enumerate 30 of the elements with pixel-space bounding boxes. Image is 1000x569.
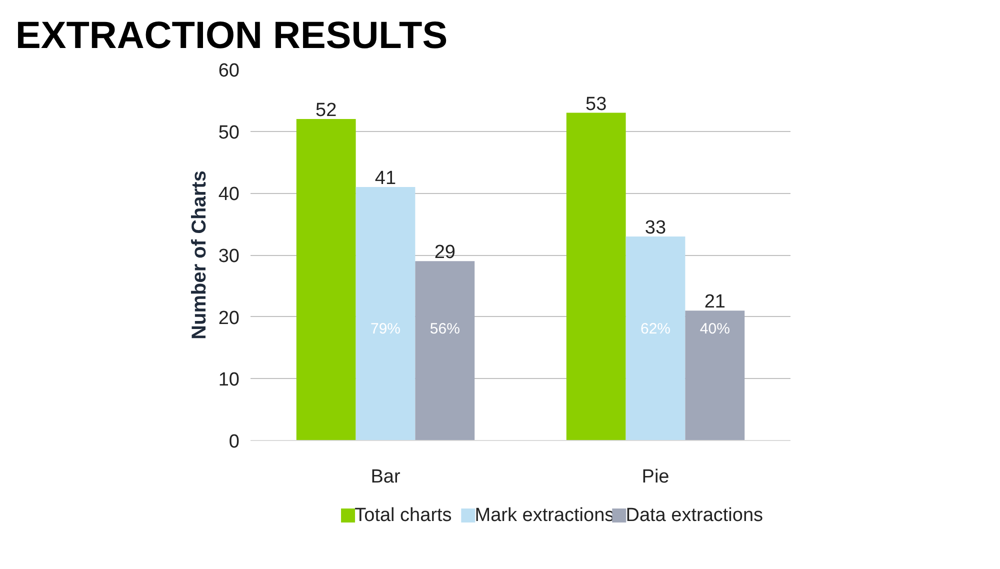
bar bbox=[356, 186, 416, 440]
y-tick-label: 10 bbox=[218, 370, 240, 391]
data-label: 29 bbox=[434, 242, 456, 264]
y-tick-label: 30 bbox=[218, 246, 240, 267]
data-label: 41 bbox=[374, 168, 396, 189]
data-label: 53 bbox=[586, 94, 607, 115]
y-tick-label: 20 bbox=[218, 308, 240, 329]
annotation: 40% bbox=[700, 320, 730, 338]
data-label: 52 bbox=[316, 100, 337, 121]
legend-label: Mark extractions bbox=[474, 505, 614, 526]
bar bbox=[415, 261, 475, 440]
y-axis-title: Number of Charts bbox=[188, 170, 210, 340]
legend-label: Total charts bbox=[354, 505, 452, 526]
y-tick-label: 0 bbox=[228, 432, 240, 452]
annotation: 56% bbox=[430, 320, 460, 338]
bar bbox=[685, 310, 745, 440]
legend-label: Data extractions bbox=[626, 505, 764, 526]
annotation: 62% bbox=[640, 320, 671, 338]
bar bbox=[626, 236, 686, 440]
bar bbox=[296, 118, 356, 440]
bar bbox=[566, 112, 626, 440]
y-tick-label: 40 bbox=[218, 184, 240, 206]
x-tick-label: Bar bbox=[370, 466, 401, 488]
x-tick-label: Pie bbox=[642, 466, 670, 488]
annotation: 79% bbox=[370, 320, 401, 338]
y-tick-label: 60 bbox=[218, 60, 240, 82]
y-tick-label: 50 bbox=[218, 122, 240, 144]
data-label: 21 bbox=[704, 292, 726, 313]
chart-title: EXTRACTION RESULTS bbox=[16, 15, 448, 57]
data-label: 33 bbox=[644, 217, 666, 238]
